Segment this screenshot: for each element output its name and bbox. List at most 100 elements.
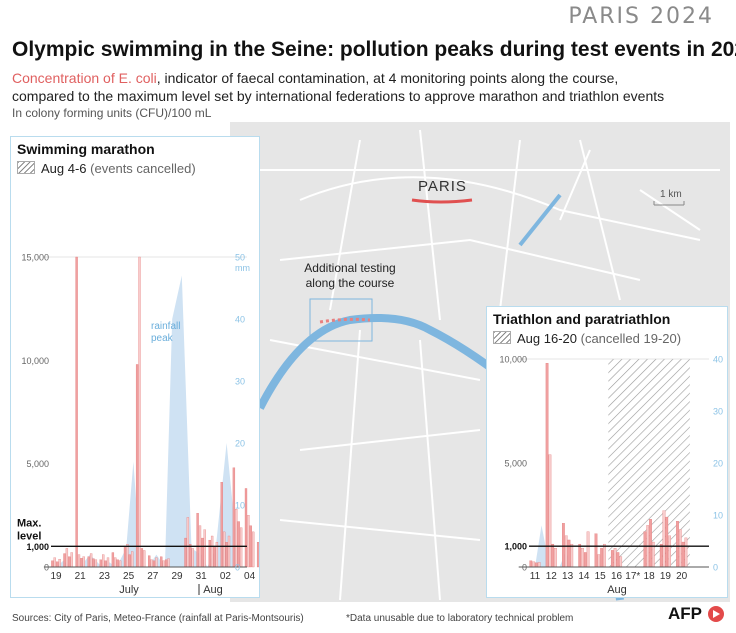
ecoli-bar <box>131 551 134 568</box>
triathlon-chart-title: Triathlon and paratriathlon <box>493 311 671 327</box>
x-tick-label: 20 <box>676 571 688 582</box>
y2-tick-label: 40 <box>235 315 245 325</box>
x-tick-label: 31 <box>196 571 208 582</box>
ecoli-bar <box>208 539 211 568</box>
ecoli-bar <box>665 516 669 568</box>
ecoli-bar <box>529 560 533 568</box>
ecoli-bar <box>249 525 252 568</box>
marathon-chart-panel: Swimming marathon Aug 4-6 (events cancel… <box>10 136 260 598</box>
x-tick-label: 16 <box>611 571 623 582</box>
ecoli-bar <box>150 559 153 568</box>
y2-tick-label: 20 <box>235 439 245 449</box>
triathlon-chart-panel: Triathlon and paratriathlon Aug 16-20 (c… <box>486 306 728 598</box>
footer-note: *Data unusable due to laboratory technic… <box>346 613 574 624</box>
rainfall-annotation: peak <box>151 333 174 344</box>
ecoli-bar <box>162 560 165 568</box>
ecoli-bar <box>649 519 652 568</box>
x-tick-label: 15 <box>595 571 607 582</box>
ecoli-bar <box>220 482 223 568</box>
hatch-swatch <box>493 331 511 344</box>
ecoli-bar <box>247 515 250 568</box>
afp-logo-icon <box>708 606 724 622</box>
ecoli-bar <box>89 553 93 568</box>
ecoli-bar <box>104 560 107 568</box>
x-tick-label: 27 <box>147 571 159 582</box>
ecoli-bar <box>70 552 73 568</box>
ecoli-bar <box>152 560 156 568</box>
y-tick-label: 1,000 <box>504 542 527 552</box>
ecoli-bar <box>99 559 102 568</box>
ecoli-bar <box>167 558 170 568</box>
ecoli-bar <box>135 364 139 568</box>
ecoli-bar <box>567 539 571 568</box>
ecoli-bar <box>51 560 54 568</box>
y2-tick-label: 30 <box>713 407 723 417</box>
y2-tick-label: 50 <box>235 253 245 263</box>
y-tick-label: 1,000 <box>26 542 49 552</box>
marathon-chart-title: Swimming marathon <box>17 141 155 157</box>
max-level-label: Max. <box>17 517 41 529</box>
ecoli-bar <box>65 548 69 568</box>
ecoli-bar <box>678 529 682 568</box>
y2-tick-label: 10 <box>713 511 723 521</box>
paris-2024-watermark: PARIS 2024 <box>568 4 714 29</box>
map-scale-label: 1 km <box>660 189 682 200</box>
x-tick-label: 25 <box>123 571 135 582</box>
subtitle-units: In colony forming units (CFU)/100 mL <box>12 106 212 120</box>
ecoli-bar <box>535 562 538 568</box>
ecoli-bar <box>619 556 623 568</box>
ecoli-bar <box>570 543 574 568</box>
x-tick-label: 02 <box>220 571 232 582</box>
x-tick-label: 13 <box>562 571 574 582</box>
x-tick-label: 23 <box>99 571 111 582</box>
marathon-chart: 15,000 10,000 5,000 1,000 0 50 40 30 20 10 0 mm 19 21… <box>17 253 259 596</box>
x-tick-label: 04 <box>244 571 256 582</box>
map-city-label: PARIS <box>418 178 467 195</box>
y2-tick-label: 0 <box>235 563 240 573</box>
month-label: Aug <box>607 584 627 596</box>
y-tick-label: 10,000 <box>499 355 527 365</box>
ecoli-bar <box>160 556 163 568</box>
x-tick-label: 29 <box>171 571 183 582</box>
ecoli-bar <box>668 535 671 568</box>
ecoli-bar <box>155 557 158 568</box>
triathlon-hatch-dates: Aug 16-20 <box>517 331 577 346</box>
ecoli-bar <box>123 547 127 568</box>
ecoli-bar <box>77 554 81 568</box>
ecoli-bar <box>616 552 620 568</box>
ecoli-bar <box>191 548 194 568</box>
ecoli-bar <box>140 548 144 568</box>
y-tick-label: 5,000 <box>504 459 527 469</box>
y-tick-label: 5,000 <box>26 459 49 469</box>
y2-tick-label: 10 <box>235 501 245 511</box>
rainfall-annotation: rainfall <box>151 321 180 332</box>
subtitle-rest: , indicator of faecal contamination, at … <box>156 70 619 86</box>
ecoli-bar <box>56 561 59 568</box>
ecoli-bar <box>196 513 199 568</box>
triathlon-hatch-note: (cancelled 19-20) <box>580 331 682 346</box>
marathon-hatch-legend: Aug 4-6 (events cancelled) <box>17 161 196 176</box>
ecoli-bar <box>613 548 617 568</box>
paris-underline <box>411 198 473 204</box>
ecoli-bar <box>684 537 688 568</box>
ecoli-bar <box>138 256 141 568</box>
ecoli-bar <box>597 554 601 568</box>
ecoli-bar <box>106 557 110 568</box>
y-tick-label: 15,000 <box>21 253 49 263</box>
ecoli-bar <box>63 553 66 568</box>
ecoli-bar <box>92 558 95 568</box>
ecoli-bar <box>600 548 603 568</box>
ecoli-bar <box>126 544 129 568</box>
ecoli-bar <box>58 558 61 568</box>
ecoli-bar <box>102 554 105 568</box>
ecoli-bar <box>213 546 216 568</box>
y2-tick-label: 30 <box>235 377 245 387</box>
ecoli-bar <box>232 467 236 568</box>
x-tick-label: 12 <box>546 571 558 582</box>
ecoli-bar <box>201 537 204 568</box>
ecoli-bar <box>237 521 240 568</box>
x-tick-label: 18 <box>644 571 656 582</box>
ecoli-bar <box>94 559 98 568</box>
ecoli-bar <box>659 543 663 568</box>
